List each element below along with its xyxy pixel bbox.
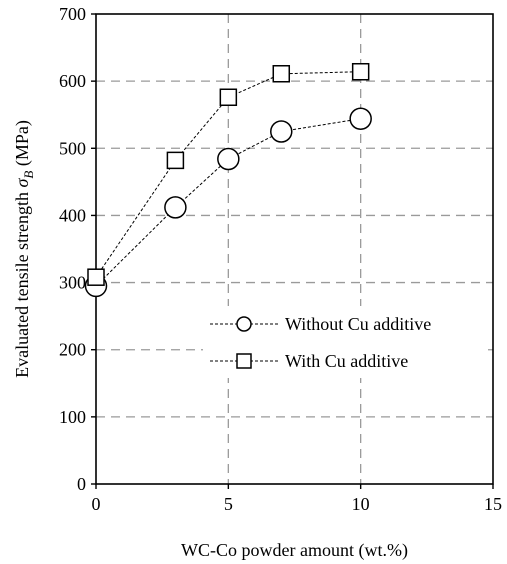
data-point-square-2 [272,65,291,83]
y-axis-title-subscript: B [21,171,36,179]
legend-label-2: With Cu additive [285,351,408,371]
data-point-square-2 [166,151,185,170]
y-tick-label: 400 [59,205,86,225]
x-tick-label: 5 [224,494,233,514]
x-tick-label: 0 [92,494,101,514]
data-point-circle-1 [270,120,293,143]
y-tick-label: 300 [59,273,86,293]
y-tick-label: 0 [77,474,86,494]
y-tick-label: 700 [59,4,86,24]
data-point-circle-1 [349,107,372,130]
y-axis-title: Evaluated tensile strength σB (MPa) [12,120,36,378]
data-point-square-2 [351,62,370,81]
legend-items: Without Cu additive With Cu additive [210,314,431,371]
data-point-square-2 [87,268,105,286]
y-axis-ticks: 0 100 200 300 400 500 600 700 [59,4,96,494]
x-tick-label: 15 [484,494,502,514]
y-axis-title-text: Evaluated tensile strength [12,187,32,377]
y-tick-label: 500 [59,138,86,158]
x-axis-title: WC-Co powder amount (wt.%) [181,540,408,561]
data-point-circle-1 [217,147,240,171]
y-tick-label: 200 [59,340,86,360]
y-axis-title-symbol: σ [12,177,32,187]
x-axis-ticks: 0 5 10 15 [92,484,502,514]
data-point-circle-1 [164,196,187,219]
y-tick-label: 600 [59,71,86,91]
legend-label-1: Without Cu additive [285,314,431,334]
series-group [84,62,372,298]
legend-marker-square [236,353,252,369]
legend: Without Cu additive With Cu additive [203,306,488,378]
data-point-square-2 [219,88,238,107]
plot-area-frame [95,13,494,485]
x-tick-label: 10 [352,494,370,514]
legend-marker-circle [236,316,252,332]
y-tick-label: 100 [59,407,86,427]
y-axis-title-unit: (MPa) [12,120,33,171]
